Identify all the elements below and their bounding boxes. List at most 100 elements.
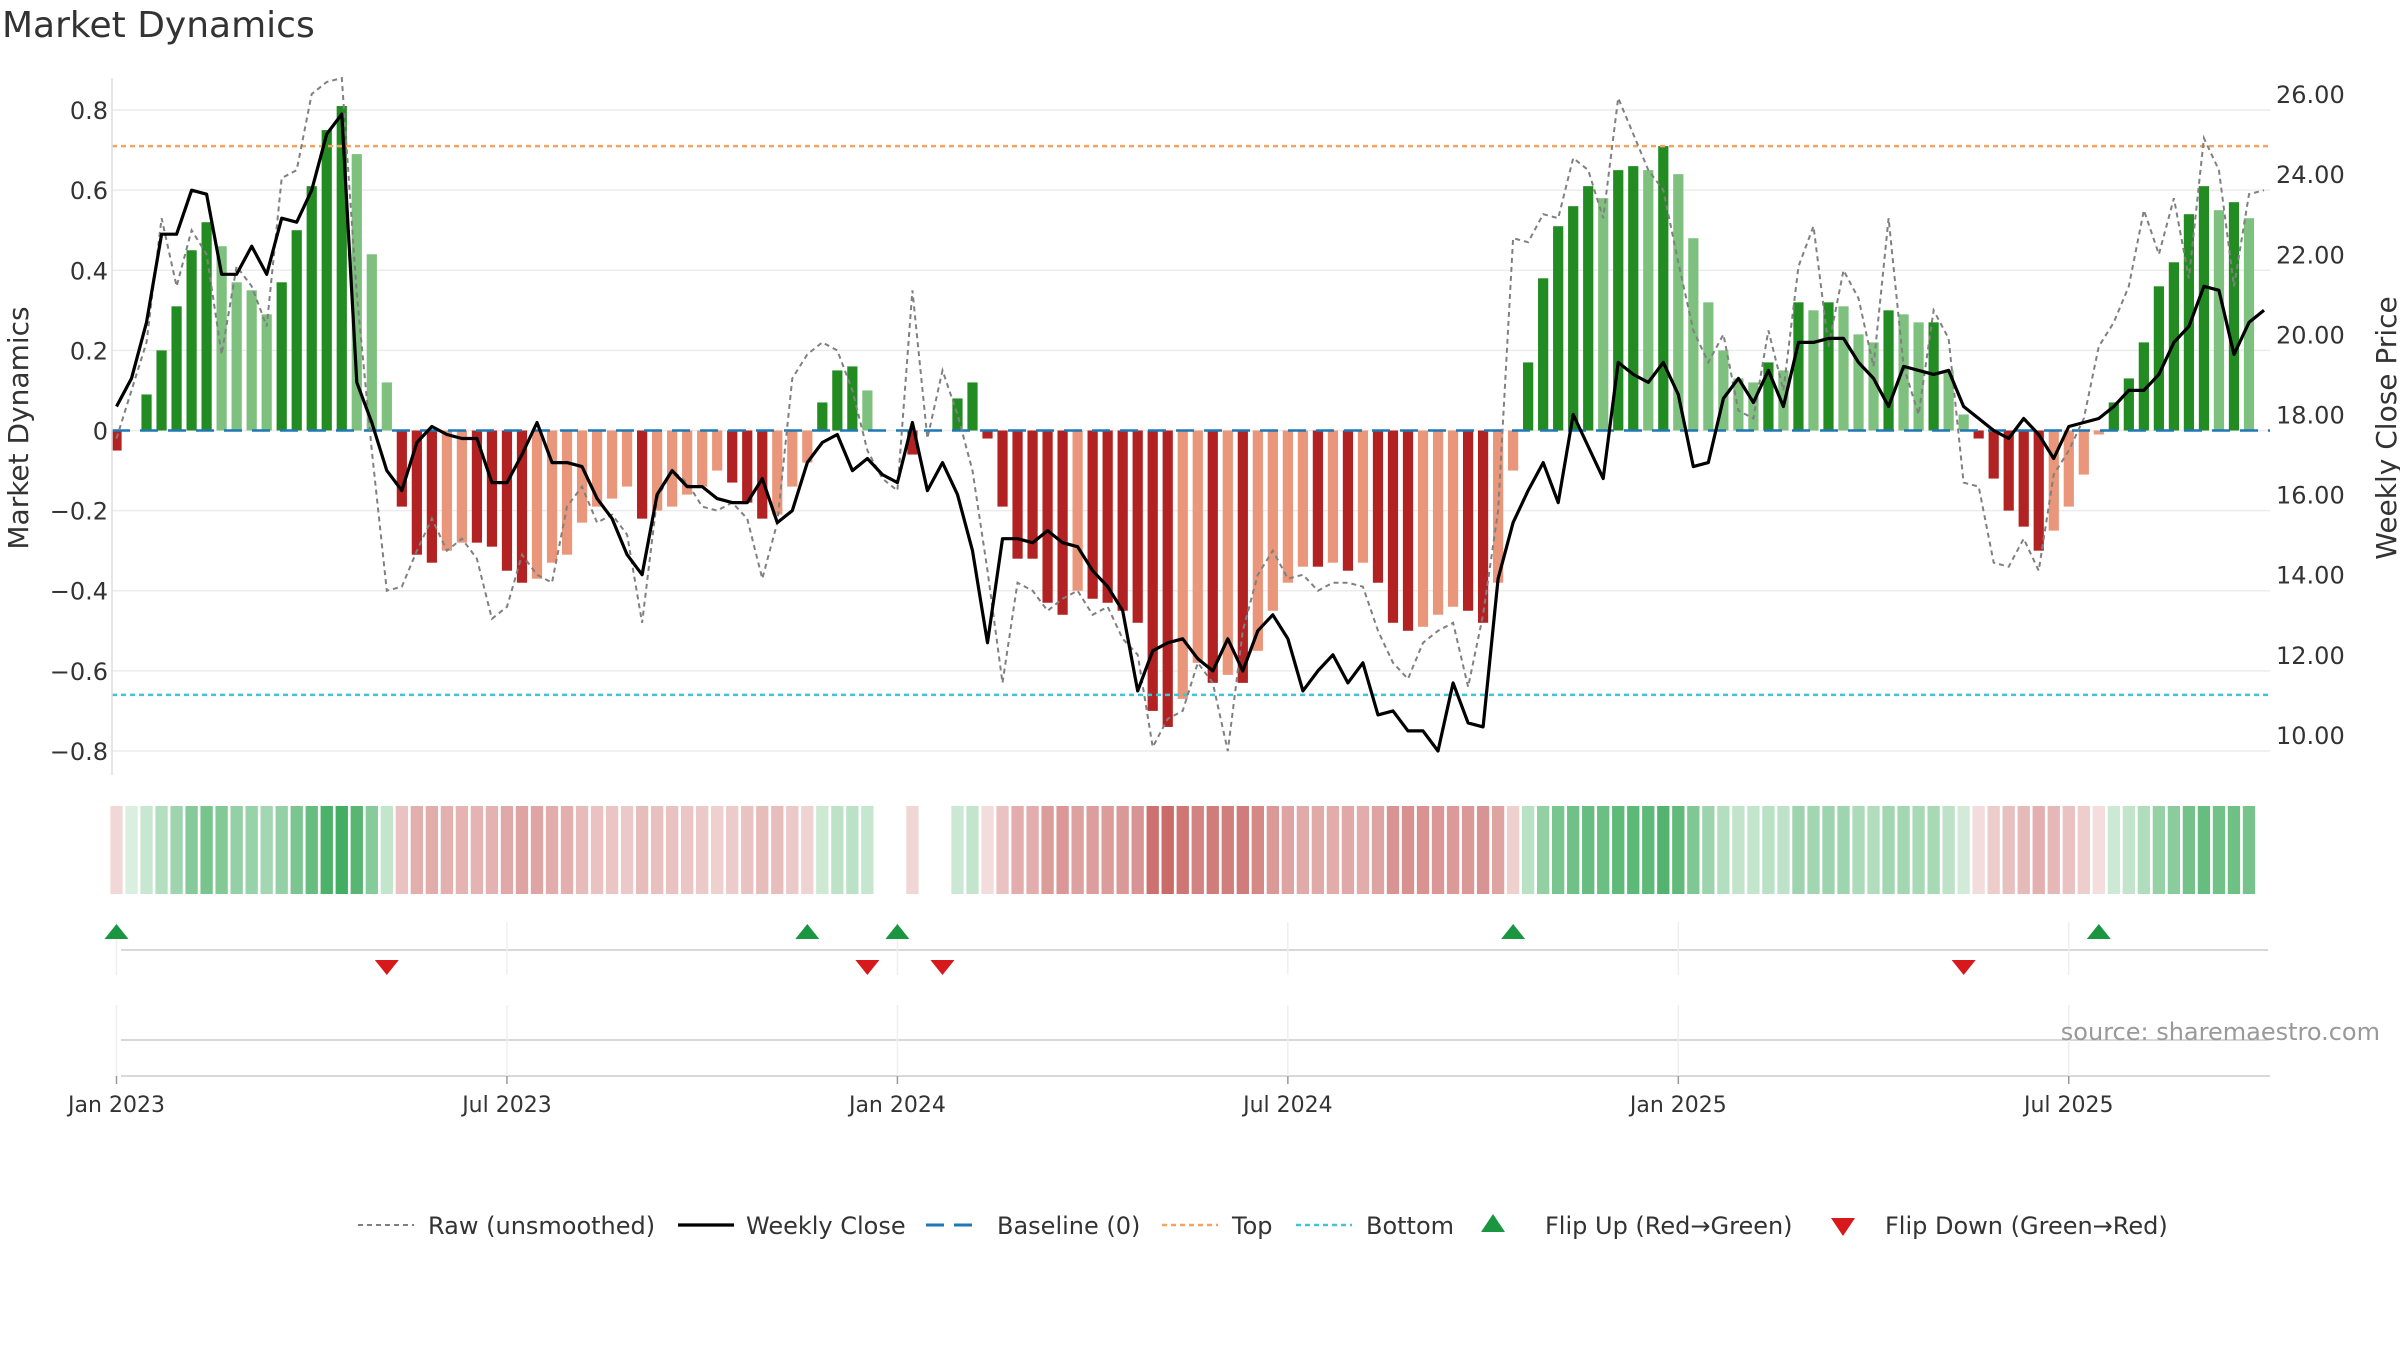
heat-cell — [1476, 806, 1490, 894]
dynamics-bar — [2063, 430, 2074, 507]
heat-cell — [1582, 806, 1595, 894]
legend: Raw (unsmoothed) Weekly Close Baseline (… — [358, 1212, 2168, 1240]
heat-cell — [1732, 806, 1745, 894]
dynamics-bar — [1643, 170, 1654, 431]
dynamics-bar — [1177, 430, 1188, 699]
heat-cell — [2242, 806, 2256, 894]
dynamics-bar — [1132, 430, 1143, 623]
dynamics-bar — [1673, 174, 1684, 431]
dynamics-bar — [471, 430, 483, 543]
heat-cell — [801, 806, 814, 894]
legend-item-flip-up: Flip Up (Red→Green) — [1481, 1212, 1793, 1240]
dynamics-bar — [997, 430, 1008, 507]
dynamics-bar — [2228, 202, 2240, 431]
heat-cell — [1942, 806, 1955, 894]
heat-cell — [1131, 806, 1144, 894]
left-tick-label: −0.2 — [50, 498, 108, 526]
heat-cell — [1341, 806, 1355, 894]
heat-cell — [1251, 806, 1264, 894]
heat-cell — [1011, 806, 1024, 894]
bottom-panel-gridlines — [115, 1005, 2070, 1076]
legend-item-baseline: Baseline (0) — [926, 1212, 1140, 1240]
dynamics-bar — [1793, 302, 1804, 431]
dynamics-bar — [1417, 430, 1429, 627]
legend-item-bottom: Bottom — [1296, 1212, 1454, 1240]
heat-cell — [1311, 806, 1325, 894]
dynamics-bar — [1237, 430, 1248, 683]
heat-cell — [1326, 806, 1340, 894]
dynamics-bar — [757, 430, 768, 519]
dynamics-bar — [2123, 378, 2134, 431]
heat-cell — [681, 806, 694, 894]
flip-markers — [104, 924, 2111, 975]
dynamics-bar — [2153, 286, 2164, 431]
left-tick-label: −0.6 — [50, 658, 108, 686]
heat-cell — [395, 806, 408, 894]
heat-cell — [1116, 806, 1129, 894]
dynamics-bar — [276, 282, 287, 431]
legend-label-raw: Raw (unsmoothed) — [428, 1212, 655, 1240]
left-tick-label: 0 — [93, 418, 108, 446]
dynamics-bar — [1598, 198, 1609, 431]
right-tick-label: 12.00 — [2276, 642, 2345, 670]
heat-cell — [320, 806, 333, 894]
flip-panel — [104, 922, 2268, 975]
dynamics-bar — [952, 398, 963, 431]
heat-cell — [260, 806, 273, 894]
heat-cell — [140, 806, 153, 894]
heat-cell — [1777, 806, 1790, 894]
dynamics-bar — [456, 430, 468, 543]
legend-item-flip-down: Flip Down (Green→Red) — [1831, 1212, 2168, 1240]
dynamics-bar — [201, 222, 212, 431]
heat-cell — [906, 806, 919, 894]
heat-cell — [1026, 806, 1039, 894]
dynamics-bar — [907, 430, 918, 455]
heat-cell — [2212, 806, 2226, 894]
legend-label-top: Top — [1231, 1212, 1273, 1240]
legend-label-weekly-close: Weekly Close — [746, 1212, 906, 1240]
dynamics-bar — [1492, 430, 1504, 583]
dynamics-bar — [1553, 226, 1564, 431]
dynamics-bar — [1868, 342, 1879, 431]
dynamics-bar — [652, 430, 663, 511]
heat-cell — [2002, 806, 2015, 894]
flip-down-marker — [374, 960, 399, 975]
source-note: source: sharemaestro.com — [2061, 1018, 2380, 1046]
dynamics-bar — [591, 430, 603, 507]
dynamics-bar — [1447, 430, 1459, 607]
heat-cell — [2077, 806, 2090, 894]
heat-cell — [2122, 806, 2135, 894]
dynamics-bar — [1733, 378, 1744, 431]
dynamics-bar — [697, 430, 708, 487]
x-tick-label: Jul 2023 — [460, 1093, 552, 1118]
heat-cell — [2092, 806, 2105, 894]
heat-cell — [1071, 806, 1084, 894]
x-tick-label: Jul 2024 — [1241, 1093, 1333, 1118]
heat-cell — [1491, 806, 1505, 894]
heat-cell — [665, 806, 679, 894]
heat-cell — [1837, 806, 1850, 894]
right-tick-label: 22.00 — [2276, 241, 2345, 269]
flip-down-icon — [1831, 1218, 1855, 1236]
heat-cell — [1852, 806, 1865, 894]
heat-cell — [620, 806, 634, 894]
dynamics-bar — [156, 350, 167, 431]
chart-title: Market Dynamics — [2, 5, 315, 46]
dynamics-bar — [1748, 382, 1759, 431]
dynamics-bar — [2018, 430, 2029, 527]
dynamics-bar — [1718, 350, 1729, 431]
heat-cell — [1356, 806, 1370, 894]
dynamics-bar — [787, 430, 798, 487]
dynamics-bar — [2093, 430, 2104, 435]
flip-down-marker — [855, 960, 880, 975]
dynamics-bar — [667, 430, 678, 507]
x-tick-label: Jul 2025 — [2022, 1093, 2114, 1118]
legend-label-flip-down: Flip Down (Green→Red) — [1885, 1212, 2168, 1240]
dynamics-bar — [967, 382, 978, 431]
heat-cell — [1056, 806, 1069, 894]
x-tick-label: Jan 2025 — [1628, 1093, 1727, 1118]
dynamics-bar — [1988, 430, 1999, 479]
right-axis-label: Weekly Close Price — [2370, 296, 2400, 559]
heat-cell — [2152, 806, 2166, 894]
heat-cell — [365, 806, 378, 894]
